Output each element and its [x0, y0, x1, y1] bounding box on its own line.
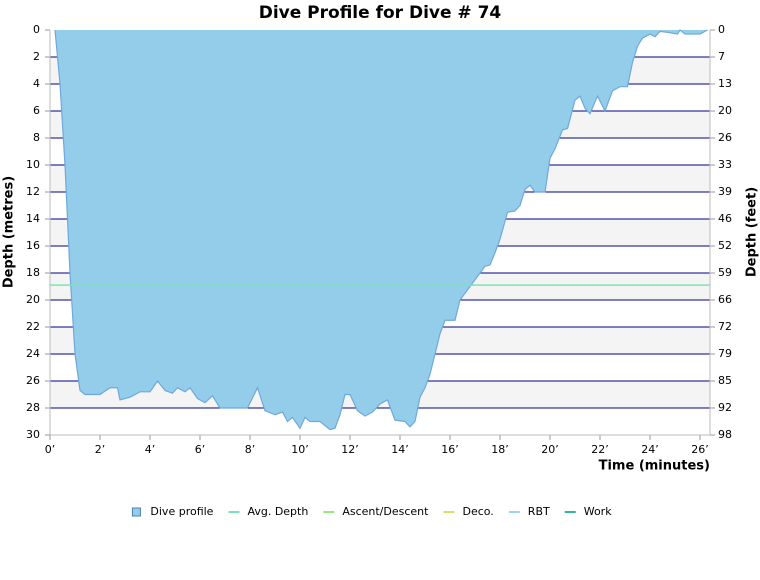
legend-label: Dive profile: [150, 505, 213, 518]
x-tick-label: 26’: [691, 443, 709, 456]
dive-profile-line: [54, 29, 708, 431]
dive-profile-area: [55, 30, 708, 430]
y2-axis-label: Depth (feet): [745, 187, 760, 277]
y-tick-label: 4: [33, 77, 40, 90]
y-tick-label: 26: [26, 374, 40, 387]
x-tick-label: 12’: [341, 443, 359, 456]
legend-label: Ascent/Descent: [342, 505, 429, 518]
x-tick-label: 2’: [95, 443, 106, 456]
y2-tick-label: 79: [718, 347, 732, 360]
y-tick-label: 8: [33, 131, 40, 144]
y2-tick-label: 13: [718, 77, 732, 90]
y-tick-label: 30: [26, 428, 40, 441]
y2-tick-label: 59: [718, 266, 732, 279]
y-tick-label: 28: [26, 401, 40, 414]
y-tick-label: 10: [26, 158, 40, 171]
y2-tick-label: 85: [718, 374, 732, 387]
x-axis-label: Time (minutes): [599, 459, 710, 474]
y2-tick-label: 92: [718, 401, 732, 414]
x-tick-label: 22’: [591, 443, 609, 456]
y2-tick-label: 46: [718, 212, 732, 225]
x-tick-label: 10’: [291, 443, 309, 456]
y-tick-label: 18: [26, 266, 40, 279]
chart-title: Dive Profile for Dive # 74: [259, 3, 502, 23]
y-tick-label: 24: [26, 347, 40, 360]
x-tick-label: 16’: [441, 443, 459, 456]
x-tick-label: 20’: [541, 443, 559, 456]
x-tick-label: 6’: [195, 443, 206, 456]
x-tick-label: 14’: [391, 443, 409, 456]
x-tick-label: 0’: [45, 443, 56, 456]
y2-tick-label: 33: [718, 158, 732, 171]
y2-tick-label: 20: [718, 104, 732, 117]
legend-swatch: [131, 507, 141, 517]
x-tick-label: 4’: [145, 443, 156, 456]
y-tick-label: 20: [26, 293, 40, 306]
y-tick-label: 22: [26, 320, 40, 333]
x-tick-label: 8’: [245, 443, 256, 456]
y2-tick-label: 39: [718, 185, 732, 198]
legend-label: RBT: [528, 505, 550, 518]
y2-tick-label: 7: [718, 50, 725, 63]
y-tick-label: 2: [33, 50, 40, 63]
y2-tick-label: 98: [718, 428, 732, 441]
x-tick-label: 24’: [641, 443, 659, 456]
y2-tick-label: 72: [718, 320, 732, 333]
y-tick-label: 16: [26, 239, 40, 252]
y-tick-label: 0: [33, 23, 40, 36]
y2-tick-label: 26: [718, 131, 732, 144]
y-tick-label: 12: [26, 185, 40, 198]
y2-tick-label: 52: [718, 239, 732, 252]
y-tick-label: 6: [33, 104, 40, 117]
y2-tick-label: 0: [718, 23, 725, 36]
legend-label: Deco.: [462, 505, 493, 518]
y-axis-label: Depth (metres): [2, 176, 17, 288]
legend-label: Work: [584, 505, 612, 518]
y-tick-label: 14: [26, 212, 40, 225]
x-tick-label: 18’: [491, 443, 509, 456]
y2-tick-label: 66: [718, 293, 732, 306]
legend-label: Avg. Depth: [247, 505, 308, 518]
